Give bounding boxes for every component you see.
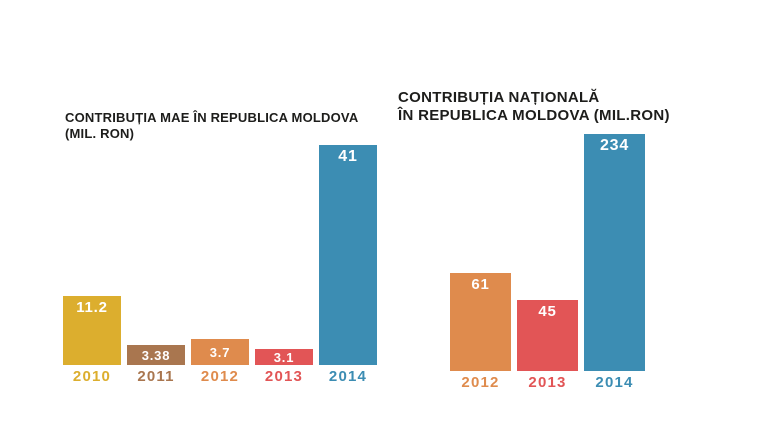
- bar-value-label: 11.2: [76, 299, 108, 316]
- chart-title-national: CONTRIBUȚIA NAȚIONALĂ ÎN REPUBLICA MOLDO…: [398, 89, 670, 125]
- bar-year-label: 2012: [461, 374, 500, 391]
- bar-2012: 3.7: [191, 339, 249, 365]
- bar-column-2014: 41 2014: [319, 145, 377, 385]
- bar-year-label: 2011: [137, 368, 175, 385]
- bar-column-2012: 61 2012: [450, 273, 511, 391]
- bars-row-national: 61 2012 45 2013 234 2014: [450, 134, 645, 391]
- bar-value-label: 3.1: [273, 349, 295, 365]
- bar-value-label: 45: [538, 303, 557, 320]
- chart-title-line: CONTRIBUȚIA NAȚIONALĂ: [398, 89, 600, 106]
- bar-column-2010: 11.2 2010: [63, 296, 121, 385]
- bar-value-label: 3.38: [141, 347, 171, 363]
- bar-2011: 3.38: [127, 345, 185, 365]
- bar-column-2011: 3.38 2011: [127, 345, 185, 385]
- chart-title-line: CONTRIBUȚIA MAE ÎN REPUBLICA MOLDOVA: [65, 110, 359, 125]
- chart-title-line: ÎN REPUBLICA MOLDOVA (MIL.RON): [398, 107, 670, 124]
- bar-2013: 3.1: [255, 349, 313, 365]
- bar-year-label: 2012: [200, 368, 240, 385]
- bar-year-label: 2013: [528, 374, 567, 391]
- chart-title-line: (MIL. RON): [65, 126, 135, 141]
- bar-column-2014: 234 2014: [584, 134, 645, 391]
- bar-value-label: 61: [471, 276, 490, 293]
- bar-year-label: 2014: [595, 374, 634, 391]
- bar-value-label: 234: [599, 137, 630, 154]
- bar-2012: 61: [450, 273, 511, 371]
- chart-title-mae: CONTRIBUȚIA MAE ÎN REPUBLICA MOLDOVA (MI…: [65, 110, 358, 142]
- bar-2013: 45: [517, 300, 578, 371]
- bars-row-mae: 11.2 2010 3.38 2011 3.7 2012 3.1 2013 41 2014: [63, 145, 377, 385]
- bar-year-label: 2010: [72, 368, 112, 385]
- bar-value-label: 41: [338, 148, 358, 165]
- bar-year-label: 2013: [264, 368, 304, 385]
- bar-year-label: 2014: [328, 368, 368, 385]
- bar-column-2012: 3.7 2012: [191, 339, 249, 385]
- bar-2010: 11.2: [63, 296, 121, 365]
- bar-2014: 234: [584, 134, 645, 371]
- bar-column-2013: 3.1 2013: [255, 349, 313, 385]
- bar-column-2013: 45 2013: [517, 300, 578, 391]
- bar-2014: 41: [319, 145, 377, 365]
- bar-value-label: 3.7: [209, 344, 231, 360]
